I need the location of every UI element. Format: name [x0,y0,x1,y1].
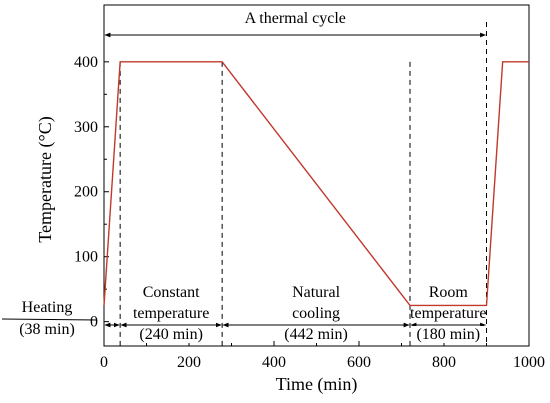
x-tick-label: 1000 [513,354,545,371]
phase-label-line: (180 min) [416,326,480,343]
y-tick-label: 400 [74,54,98,71]
cycle-label: A thermal cycle [245,10,346,27]
x-tick-label: 800 [432,354,456,371]
phase-label-halo [278,326,354,343]
x-axis-title: Time (min) [276,374,358,395]
y-tick-label: 100 [74,249,98,266]
temperature-series-line [103,61,529,307]
phase-label-line: Room [429,284,469,301]
y-tick-label: 300 [74,119,98,136]
phase-label-line: Heating [22,299,73,316]
phase-label-line: temperature [410,305,486,322]
heating-leader-line [1,318,98,321]
x-tick-label: 0 [100,354,108,371]
phase-label-line: (240 min) [139,326,203,343]
x-tick-label: 200 [177,354,201,371]
phase-label-line: Constant [143,284,200,301]
phase-label-halo [411,326,486,343]
phase-label-line: cooling [292,305,340,322]
y-tick-label: 0 [90,314,98,331]
phase-label-line: (38 min) [19,321,75,338]
y-tick-label: 200 [74,184,98,201]
x-tick-label: 600 [347,354,371,371]
phase-label-line: (442 min) [284,326,348,343]
y-axis-title: Temperature (°C) [35,116,56,242]
x-tick-label: 400 [262,354,286,371]
phase-label-line: Natural [292,284,341,301]
phase-label-halo [133,326,209,343]
phase-label-line: temperature [133,305,209,322]
